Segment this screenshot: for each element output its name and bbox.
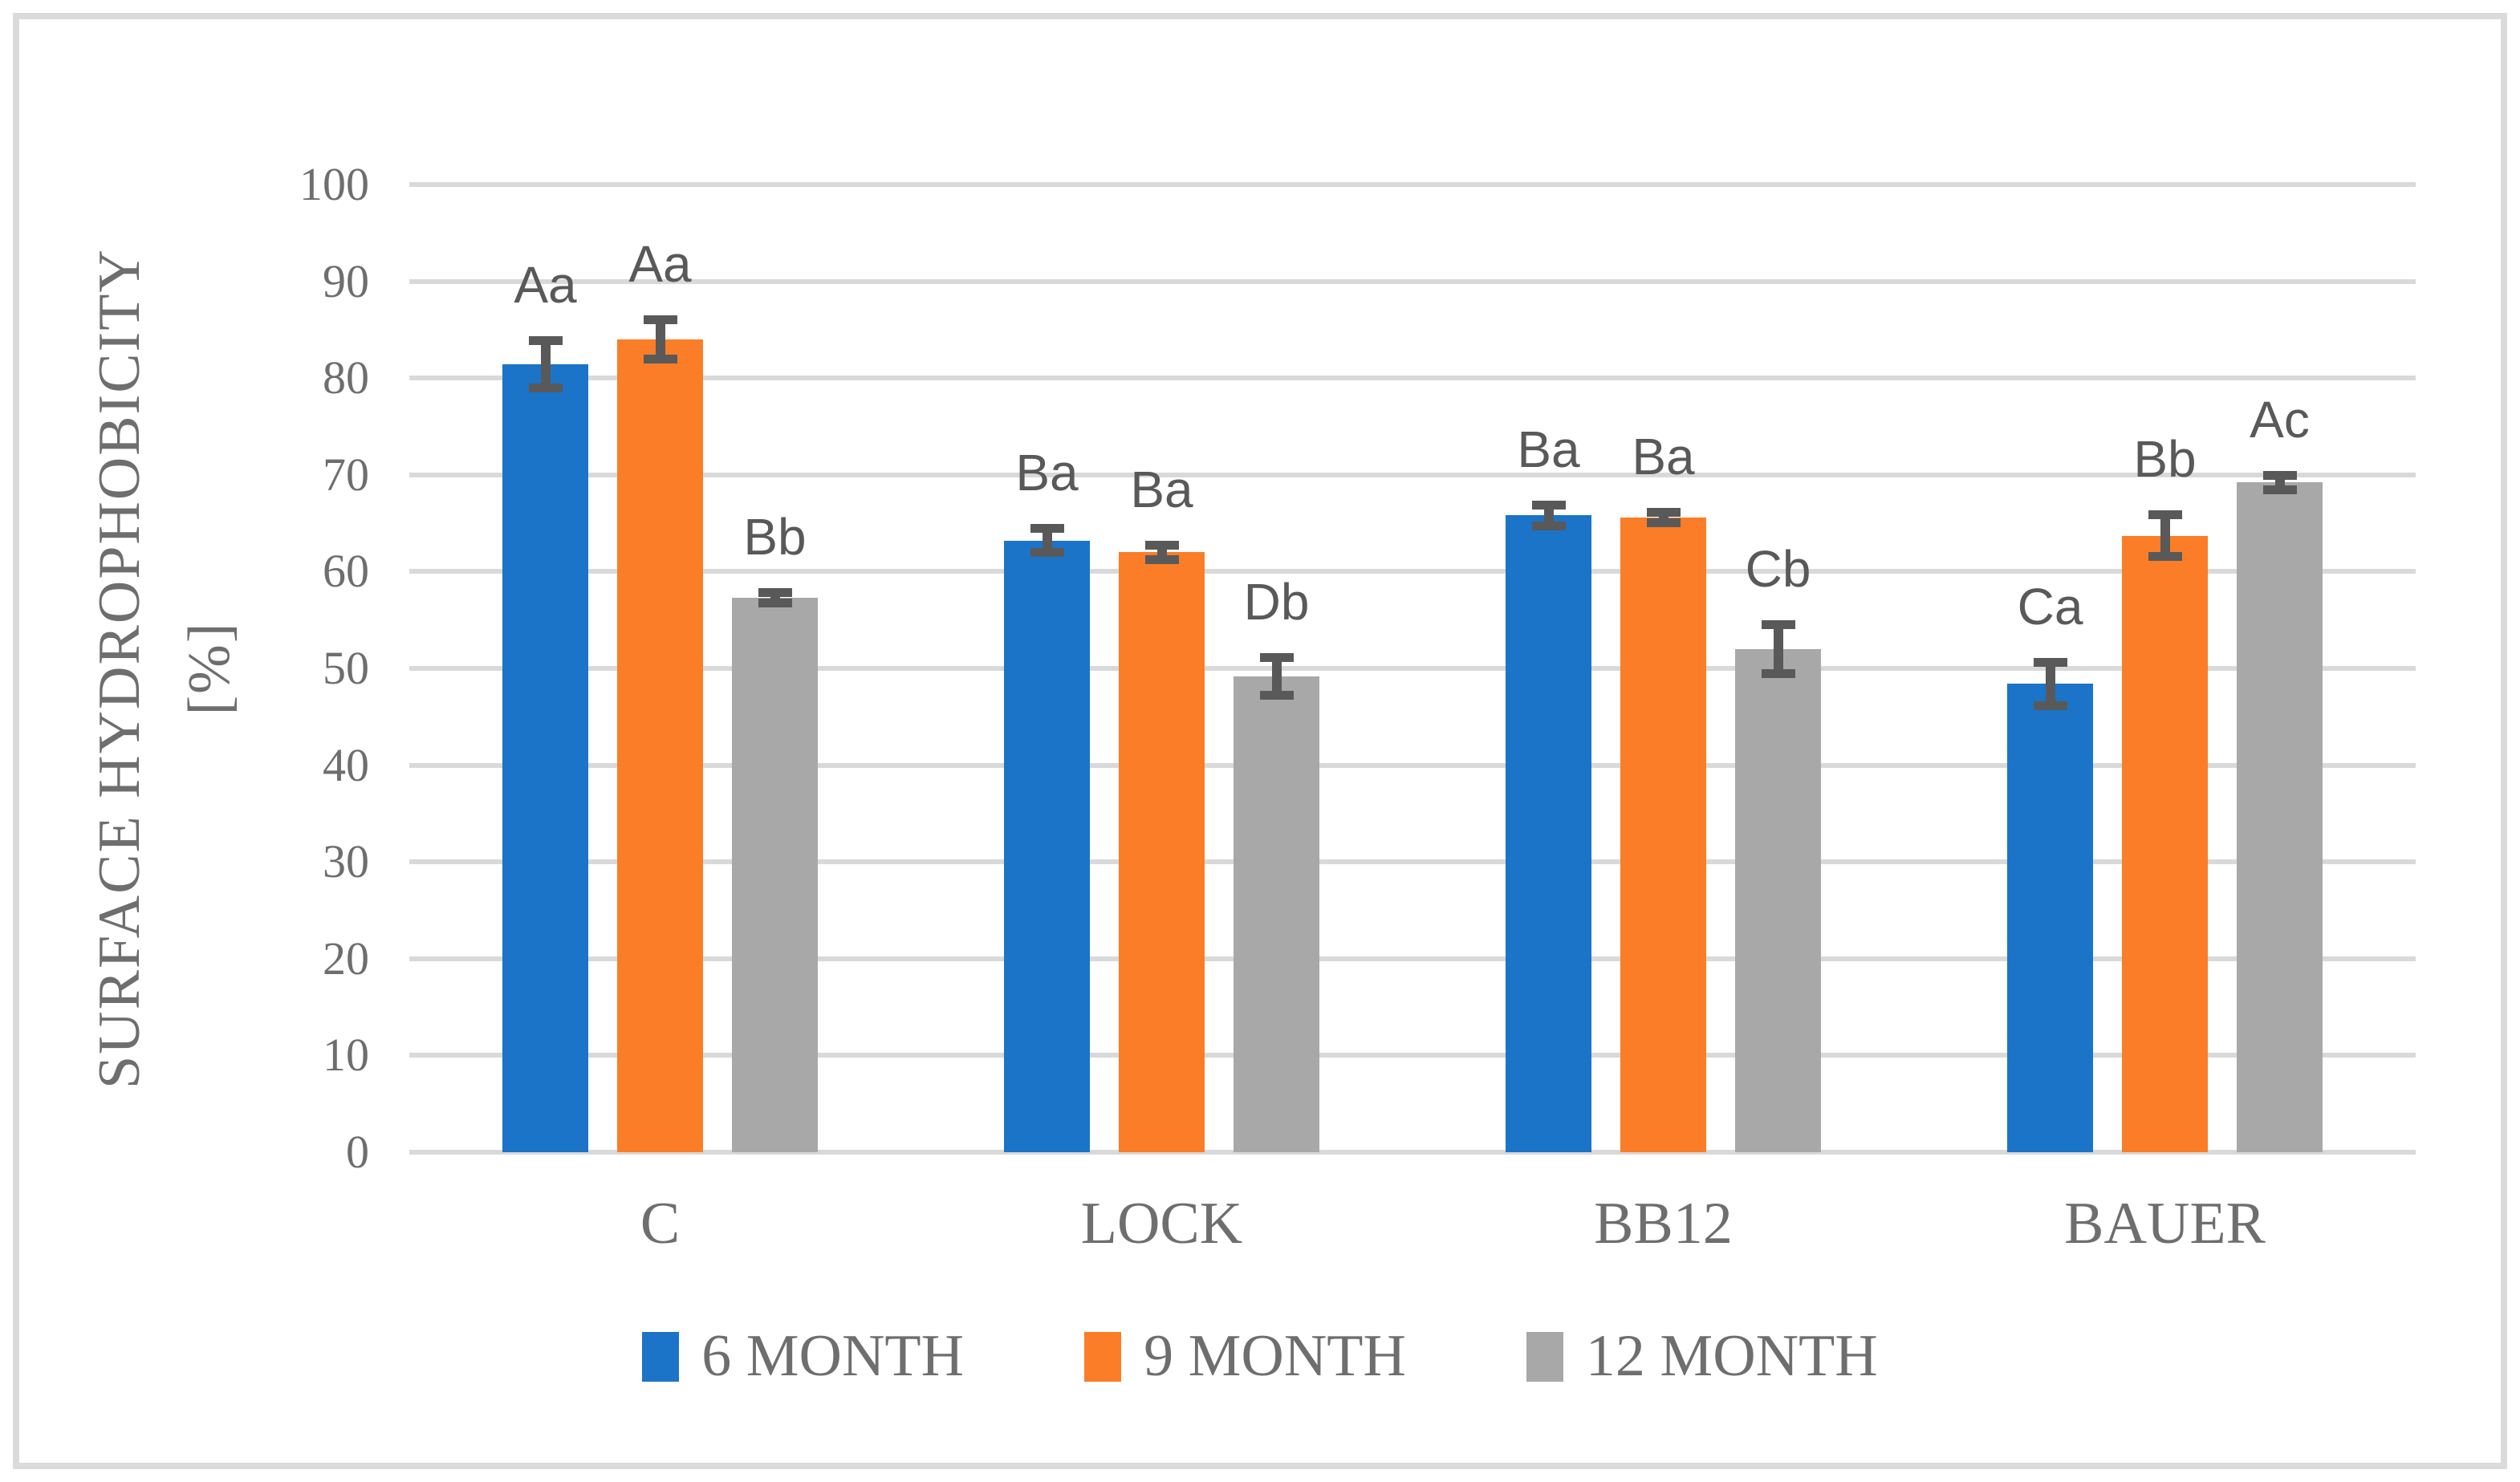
bar-bauer-9-month — [2122, 535, 2208, 1152]
error-bar-cap-bottom — [1144, 554, 1179, 564]
bar-bb12-12-month — [1735, 648, 1821, 1152]
error-bar-cap-top — [643, 315, 677, 324]
bar-lock-12-month — [1234, 676, 1319, 1152]
error-bar-cap-bottom — [2033, 700, 2067, 710]
error-bar-cap-bottom — [758, 599, 792, 608]
error-bar-cap-bottom — [1030, 548, 1064, 558]
y-tick-label: 70 — [323, 448, 369, 501]
x-axis-label-bb12: BB12 — [1594, 1191, 1733, 1257]
legend-swatch — [642, 1331, 680, 1382]
chart-border — [13, 13, 2507, 1469]
y-tick-label: 30 — [323, 835, 369, 888]
x-axis-label-bauer: BAUER — [2064, 1191, 2266, 1257]
y-tick-label: 50 — [323, 642, 369, 694]
bar-annotation: Aa — [514, 256, 577, 315]
bar-annotation: Ba — [1015, 444, 1079, 502]
y-tick-label: 20 — [323, 932, 369, 985]
bar-bauer-12-month — [2237, 482, 2323, 1152]
bar-annotation: Ba — [1632, 427, 1695, 485]
bar-annotation: Aa — [628, 234, 692, 293]
error-bar-cap-bottom — [2148, 552, 2182, 562]
y-tick-label: 80 — [323, 351, 369, 404]
error-bar-cap-top — [1531, 501, 1566, 510]
gridline-y100 — [409, 182, 2416, 187]
legend-item-9-month: 9 MONTH — [1084, 1322, 1406, 1391]
gridline-y60 — [409, 569, 2416, 575]
gridline-y50 — [409, 666, 2416, 671]
error-bar-cap-top — [1259, 652, 1294, 662]
error-bar-line — [2160, 510, 2170, 562]
x-axis-label-c: C — [640, 1191, 681, 1257]
legend-label: 12 MONTH — [1585, 1323, 1878, 1389]
error-bar-cap-top — [2033, 657, 2067, 667]
y-tick-label: 60 — [323, 545, 369, 598]
error-bar-cap-bottom — [1531, 521, 1566, 530]
error-bar-cap-top — [2148, 510, 2182, 520]
error-bar-cap-bottom — [2262, 485, 2297, 494]
error-bar-cap-bottom — [643, 355, 677, 364]
error-bar-line — [2045, 657, 2055, 710]
legend-label: 9 MONTH — [1144, 1323, 1406, 1389]
gridline-y0 — [409, 1150, 2416, 1155]
gridline-y20 — [409, 956, 2416, 961]
error-bar-cap-top — [1144, 540, 1179, 550]
error-bar-cap-top — [528, 336, 563, 346]
gridline-y80 — [409, 376, 2416, 381]
error-bar-cap-top — [1646, 507, 1681, 517]
error-bar-cap-top — [1761, 619, 1795, 629]
error-bar-cap-bottom — [528, 384, 563, 393]
y-tick-label: 100 — [299, 158, 369, 210]
bar-annotation: Cb — [1745, 539, 1811, 598]
bar-annotation: Ba — [1130, 460, 1193, 518]
bar-bauer-6-month — [2007, 684, 2093, 1152]
gridline-y70 — [409, 472, 2416, 477]
y-axis-title-line1: SURFACE HYDROPHOBICITY — [87, 248, 152, 1089]
error-bar-line — [1271, 652, 1282, 700]
bar-bb12-9-month — [1620, 517, 1706, 1152]
error-bar-cap-bottom — [1259, 690, 1294, 700]
y-tick-label: 10 — [323, 1029, 369, 1082]
error-bar-line — [1773, 619, 1783, 679]
legend-item-12-month: 12 MONTH — [1526, 1322, 1878, 1391]
gridline-y40 — [409, 762, 2416, 768]
y-tick-label: 0 — [346, 1126, 369, 1178]
error-bar-line — [540, 336, 551, 393]
gridline-y10 — [409, 1053, 2416, 1058]
bar-annotation: Db — [1243, 572, 1310, 631]
bar-lock-6-month — [1004, 540, 1090, 1152]
bar-annotation: Ac — [2250, 390, 2310, 449]
bar-c-12-month — [732, 597, 818, 1152]
legend: 6 MONTH 9 MONTH 12 MONTH — [0, 1322, 2520, 1391]
bar-annotation: Ca — [2017, 577, 2083, 635]
error-bar-line — [655, 315, 665, 364]
bar-bb12-6-month — [1506, 515, 1591, 1152]
error-bar-cap-top — [2262, 470, 2297, 480]
bar-c-9-month — [617, 339, 703, 1152]
error-bar-cap-bottom — [1646, 518, 1681, 527]
gridline-y30 — [409, 859, 2416, 865]
legend-swatch — [1084, 1331, 1122, 1382]
bar-annotation: Bb — [2133, 430, 2197, 489]
bar-lock-9-month — [1119, 552, 1205, 1152]
bar-annotation: Bb — [743, 507, 807, 566]
y-tick-label: 90 — [323, 254, 369, 307]
error-bar-cap-bottom — [1761, 669, 1795, 679]
gridline-y90 — [409, 278, 2416, 284]
bar-c-6-month — [502, 364, 588, 1152]
legend-swatch — [1526, 1331, 1563, 1382]
legend-item-6-month: 6 MONTH — [642, 1322, 964, 1391]
y-tick-label: 40 — [323, 738, 369, 791]
error-bar-cap-top — [1030, 524, 1064, 534]
bar-annotation: Ba — [1517, 420, 1580, 479]
x-axis-label-lock: LOCK — [1080, 1191, 1243, 1257]
legend-label: 6 MONTH — [701, 1323, 965, 1389]
error-bar-cap-top — [758, 587, 792, 597]
